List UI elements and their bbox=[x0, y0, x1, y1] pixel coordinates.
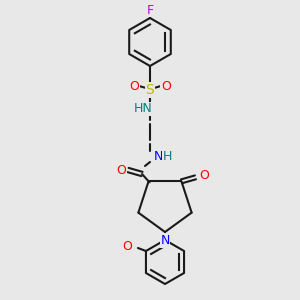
Text: O: O bbox=[129, 80, 139, 92]
Text: HN: HN bbox=[134, 103, 152, 116]
Text: O: O bbox=[200, 169, 209, 182]
Text: F: F bbox=[146, 4, 154, 16]
Text: H: H bbox=[162, 149, 172, 163]
Text: O: O bbox=[161, 80, 171, 92]
Text: O: O bbox=[122, 239, 132, 253]
Text: N: N bbox=[153, 149, 163, 163]
Text: S: S bbox=[146, 83, 154, 97]
Text: O: O bbox=[116, 164, 126, 176]
Text: N: N bbox=[160, 235, 170, 248]
